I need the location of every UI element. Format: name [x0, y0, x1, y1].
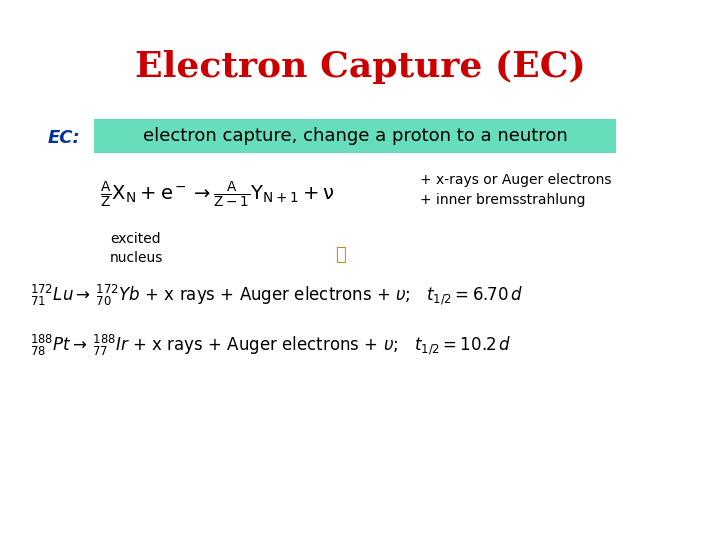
Text: + x-rays or Auger electrons
+ inner bremsstrahlung: + x-rays or Auger electrons + inner brem… [420, 173, 611, 207]
Text: Electron Capture (EC): Electron Capture (EC) [135, 50, 585, 84]
FancyBboxPatch shape [94, 119, 616, 153]
Text: electron capture, change a proton to a neutron: electron capture, change a proton to a n… [143, 127, 567, 145]
Text: excited
nucleus: excited nucleus [110, 232, 163, 266]
Text: $^{172}_{71}Lu \rightarrow \,^{172}_{70}Yb$ + x rays + Auger electrons + $\upsil: $^{172}_{71}Lu \rightarrow \,^{172}_{70}… [30, 282, 523, 308]
Text: 🔊: 🔊 [335, 246, 346, 264]
Text: EC:: EC: [48, 129, 81, 147]
Text: $^{188}_{78}Pt \rightarrow \,^{188}_{77}Ir$ + x rays + Auger electrons + $\upsil: $^{188}_{78}Pt \rightarrow \,^{188}_{77}… [30, 333, 511, 357]
Text: $\mathregular{\frac{A}{Z}X_N + e^- \rightarrow \frac{A}{Z-1}Y_{N+1} + \nu}$: $\mathregular{\frac{A}{Z}X_N + e^- \righ… [100, 180, 335, 210]
